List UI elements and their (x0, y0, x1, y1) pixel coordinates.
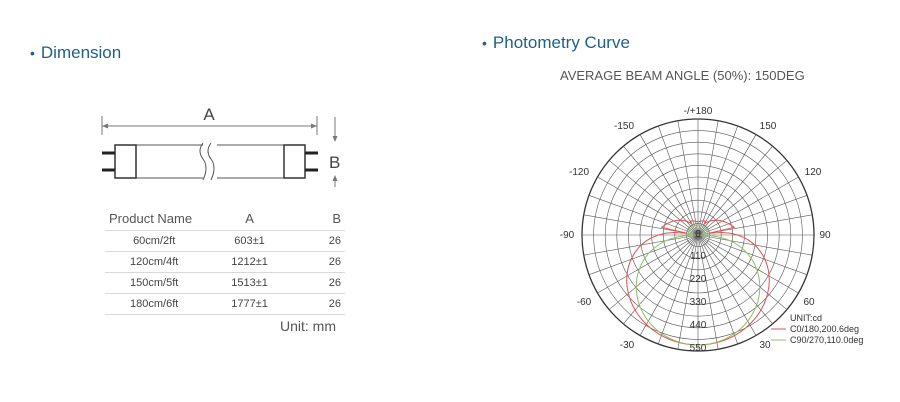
radial-label: 220 (690, 274, 707, 285)
angle-label-pos120: 120 (805, 167, 822, 178)
polar-grid-spoke (623, 145, 699, 236)
polar-grid-spoke (608, 234, 699, 310)
angle-label-neg150: -150 (614, 121, 634, 132)
polar-grid-spoke (697, 234, 788, 310)
polar-grid-spoke (697, 234, 757, 336)
polar-grid-spoke (597, 234, 699, 294)
tube-dimension-drawing: A B (101, 105, 340, 187)
cell-a: 1513±1 (231, 277, 268, 289)
polar-grid-spoke (639, 134, 699, 236)
photometry-polar-chart: -/+180 -150 150 -120 120 -90 90 -60 60 -… (560, 106, 864, 354)
table-header: Product Name A B (105, 206, 345, 230)
polar-grid (581, 118, 815, 352)
table-row: 180cm/6ft 1777±1 26 (105, 293, 345, 315)
polar-grid-spoke (639, 234, 699, 336)
dimension-table: Product Name A B 60cm/2ft 603±1 26 120cm… (105, 206, 345, 315)
unit-label: Unit: mm (280, 318, 336, 334)
polar-grid-spoke (697, 234, 808, 275)
polar-grid-spoke (588, 195, 699, 236)
polar-grid-spoke (697, 134, 757, 236)
polar-grid-spoke (677, 234, 699, 350)
angle-label-neg60: -60 (577, 297, 592, 308)
bullet-icon: • (482, 35, 487, 51)
angle-label-pos30: 30 (759, 340, 771, 351)
unit-cd-label: UNIT:cd (790, 313, 822, 323)
angle-label-pos90: 90 (819, 230, 831, 241)
angle-label-neg30: -30 (620, 340, 635, 351)
photometry-heading: • Photometry Curve (482, 33, 630, 53)
radial-label: 440 (690, 320, 707, 331)
polar-grid-spoke (697, 234, 738, 345)
polar-grid-spoke (658, 234, 699, 345)
polar-grid-spoke (697, 160, 788, 236)
polar-grid-spoke (697, 145, 773, 236)
polar-grid-spoke (658, 125, 699, 236)
radial-label: 110 (690, 251, 706, 262)
angle-label-pos150: 150 (760, 121, 777, 132)
bullet-icon: • (30, 45, 35, 61)
legend-label-c90: C90/270,110.0deg (790, 335, 863, 345)
dimension-heading: • Dimension (30, 43, 121, 63)
radial-label: 550 (690, 343, 707, 354)
cell-a: 1212±1 (231, 256, 268, 268)
table-row: 150cm/5ft 1513±1 26 (105, 272, 345, 293)
cell-b: 26 (328, 277, 341, 289)
dimension-title: Dimension (40, 43, 122, 62)
polar-grid-spoke (697, 234, 773, 325)
polar-grid-spoke (697, 176, 799, 236)
polar-grid-spoke (697, 234, 799, 294)
polar-grid-spoke (597, 176, 699, 236)
polar-grid-spoke (697, 120, 719, 236)
cell-a: 603±1 (234, 235, 265, 247)
polar-grid-spoke (697, 125, 738, 236)
cell-b: 26 (328, 235, 341, 247)
polar-grid-spoke (677, 120, 699, 236)
angle-label-neg90: -90 (560, 230, 575, 241)
radial-label: 0 (695, 229, 701, 240)
polar-grid-spoke (608, 160, 699, 236)
cell-product: 150cm/5ft (130, 277, 179, 289)
angle-label-180: -/+180 (684, 106, 713, 117)
cell-b: 26 (328, 298, 341, 310)
header-product-name: Product Name (109, 210, 193, 226)
angle-label-pos60: 60 (803, 297, 815, 308)
header-a: A (245, 210, 254, 226)
cell-product: 180cm/6ft (130, 298, 179, 310)
curve-c90 (635, 224, 761, 346)
dimension-b-label: B (329, 153, 340, 172)
polar-grid-spoke (697, 195, 808, 236)
dimension-a-label: A (203, 105, 215, 124)
radial-label: 330 (690, 297, 707, 308)
beam-angle-title: AVERAGE BEAM ANGLE (50%): 150DEG (560, 68, 805, 83)
table-row: 120cm/4ft 1212±1 26 (105, 251, 345, 272)
polar-grid-spoke (697, 234, 719, 350)
cell-b: 26 (328, 256, 341, 268)
cell-a: 1777±1 (231, 298, 268, 310)
cell-product: 60cm/2ft (133, 235, 176, 247)
angle-label-neg120: -120 (569, 167, 589, 178)
polar-grid-spoke (588, 234, 699, 275)
photometry-title: Photometry Curve (492, 33, 630, 52)
table-row: 60cm/2ft 603±1 26 (105, 230, 345, 251)
legend-label-c0: C0/180,200.6deg (790, 324, 859, 334)
header-b: B (332, 210, 341, 226)
polar-grid-spoke (623, 234, 699, 325)
cell-product: 120cm/4ft (130, 256, 179, 268)
